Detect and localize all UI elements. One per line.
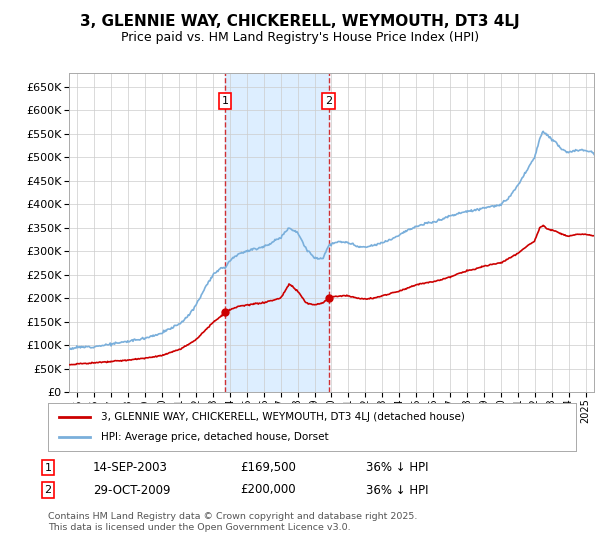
Text: 36% ↓ HPI: 36% ↓ HPI <box>366 483 428 497</box>
Text: 36% ↓ HPI: 36% ↓ HPI <box>366 461 428 474</box>
Text: 3, GLENNIE WAY, CHICKERELL, WEYMOUTH, DT3 4LJ: 3, GLENNIE WAY, CHICKERELL, WEYMOUTH, DT… <box>80 14 520 29</box>
Text: 14-SEP-2003: 14-SEP-2003 <box>93 461 168 474</box>
Text: HPI: Average price, detached house, Dorset: HPI: Average price, detached house, Dors… <box>101 432 328 442</box>
Text: 1: 1 <box>221 96 229 106</box>
Text: 2: 2 <box>325 96 332 106</box>
Text: 3, GLENNIE WAY, CHICKERELL, WEYMOUTH, DT3 4LJ (detached house): 3, GLENNIE WAY, CHICKERELL, WEYMOUTH, DT… <box>101 412 464 422</box>
Text: 2: 2 <box>44 485 52 495</box>
Text: Contains HM Land Registry data © Crown copyright and database right 2025.
This d: Contains HM Land Registry data © Crown c… <box>48 512 418 532</box>
Text: Price paid vs. HM Land Registry's House Price Index (HPI): Price paid vs. HM Land Registry's House … <box>121 31 479 44</box>
Bar <box>225 73 329 392</box>
Text: £200,000: £200,000 <box>240 483 296 497</box>
Text: £169,500: £169,500 <box>240 461 296 474</box>
Text: 29-OCT-2009: 29-OCT-2009 <box>93 483 170 497</box>
Text: 1: 1 <box>44 463 52 473</box>
